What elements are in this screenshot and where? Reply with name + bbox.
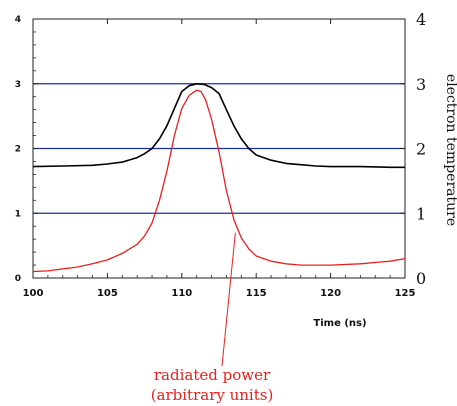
x-tick-label-105: 105 (97, 288, 118, 299)
y-tick-label-left-0: 0 (15, 274, 21, 284)
y-tick-label-right-2: 2 (416, 140, 426, 159)
annotation-text-line-2: (arbitrary units) (151, 386, 274, 404)
annotation-text-line-1: radiated power (154, 366, 271, 384)
x-tick-label-110: 110 (171, 288, 192, 299)
y-tick-label-left-2: 2 (15, 145, 21, 155)
y-tick-label-left-4: 4 (15, 15, 21, 25)
x-tick-label-100: 100 (23, 288, 44, 299)
y-tick-label-right-0: 0 (416, 269, 426, 288)
grid-lines (33, 83, 405, 214)
y-tick-label-left-3: 3 (15, 80, 21, 90)
tick-marks (32, 18, 406, 279)
x-axis-label: Time (ns) (313, 318, 366, 329)
x-tick-label-120: 120 (320, 288, 341, 299)
y-tick-label-right-4: 4 (416, 10, 426, 29)
y-tick-label-right-1: 1 (416, 204, 426, 223)
series-line-power (32, 89, 406, 273)
series-group (32, 83, 406, 273)
y-tick-label-left-1: 1 (15, 209, 21, 219)
x-tick-label-125: 125 (395, 288, 416, 299)
y-tick-label-right-3: 3 (416, 75, 426, 94)
x-tick-label-115: 115 (246, 288, 267, 299)
series-line-temperature (32, 83, 405, 169)
annotation-arrow (221, 232, 236, 367)
right-axis-label: electron temperature (443, 74, 457, 226)
